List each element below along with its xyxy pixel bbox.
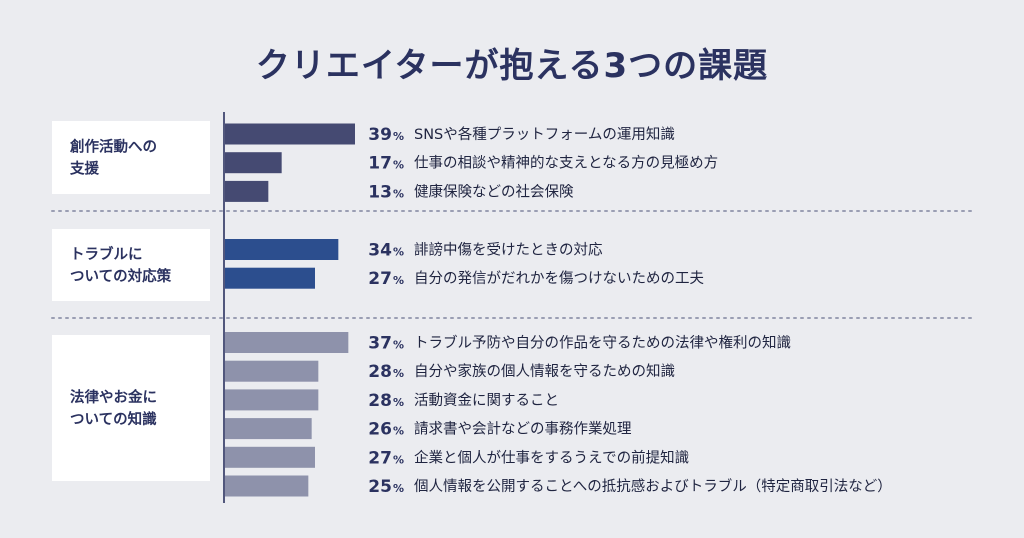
group-label-line: ついての知識 — [70, 410, 157, 428]
value-number: 17 — [368, 154, 392, 174]
value-label: 26% — [368, 420, 404, 440]
bar — [225, 239, 339, 260]
category-label: 誹謗中傷を受けたときの対応 — [414, 242, 603, 259]
value-label: 25% — [368, 477, 404, 497]
category-label: 個人情報を公開することへの抵抗感およびトラブル（特定商取引法など） — [414, 477, 892, 495]
value-label: 39% — [368, 125, 404, 145]
value-number: 27 — [368, 448, 392, 468]
value-unit: % — [393, 187, 404, 200]
category-label: 企業と個人が仕事をするうえでの前提知識 — [414, 448, 689, 466]
group-label-box — [52, 335, 210, 481]
bar — [225, 123, 355, 145]
category-label: 活動資金に関すること — [414, 392, 559, 409]
category-label: 健康保険などの社会保険 — [414, 183, 574, 200]
group-label-line: 法律やお金に — [70, 388, 157, 406]
category-label: 自分の発信がだれかを傷つけないための工夫 — [414, 270, 704, 287]
chart-title: クリエイターが抱える3つの課題 — [256, 46, 768, 86]
value-unit: % — [393, 159, 404, 172]
value-label: 28% — [368, 391, 404, 411]
value-unit: % — [393, 425, 404, 438]
category-label: 請求書や会計などの事務作業処理 — [414, 421, 632, 438]
value-number: 37 — [368, 334, 392, 354]
value-unit: % — [393, 246, 404, 259]
value-label: 13% — [368, 182, 404, 202]
value-number: 27 — [368, 269, 392, 289]
value-number: 26 — [368, 420, 392, 440]
group-label-box — [52, 229, 210, 301]
value-number: 28 — [368, 391, 392, 411]
bar — [225, 267, 315, 289]
value-label: 17% — [368, 154, 404, 174]
bar — [225, 152, 282, 174]
bar — [225, 446, 315, 468]
value-label: 34% — [368, 241, 404, 261]
value-number: 13 — [368, 182, 392, 202]
value-unit: % — [393, 396, 404, 409]
category-label: 自分や家族の個人情報を守るための知識 — [414, 363, 675, 380]
value-label: 37% — [368, 334, 404, 354]
bar — [225, 475, 309, 497]
bar — [225, 360, 319, 382]
bar — [225, 418, 312, 440]
category-label: トラブル予防や自分の作品を守るための法律や権利の知識 — [414, 334, 791, 352]
value-number: 28 — [368, 362, 392, 382]
category-label: 仕事の相談や精神的な支えとなる方の見極め方 — [414, 155, 718, 172]
group-label-box — [52, 121, 210, 194]
value-number: 34 — [368, 241, 392, 261]
value-number: 25 — [368, 477, 392, 497]
bar — [225, 180, 269, 202]
category-label: SNSや各種プラットフォームの運用知識 — [414, 126, 675, 143]
value-unit: % — [393, 274, 404, 287]
value-label: 27% — [368, 269, 404, 289]
bar — [225, 332, 349, 353]
group-label-line: ついての対応策 — [70, 267, 172, 285]
group-label-line: トラブルに — [70, 245, 143, 263]
group-label-line: 創作活動への — [69, 138, 157, 156]
group-label-line: 支援 — [70, 160, 99, 178]
value-unit: % — [393, 482, 404, 495]
value-label: 28% — [368, 362, 404, 382]
value-unit: % — [393, 367, 404, 380]
value-unit: % — [393, 453, 404, 466]
value-unit: % — [393, 339, 404, 352]
value-number: 39 — [368, 125, 392, 145]
bar — [225, 389, 319, 411]
value-label: 27% — [368, 448, 404, 468]
value-unit: % — [393, 130, 404, 143]
